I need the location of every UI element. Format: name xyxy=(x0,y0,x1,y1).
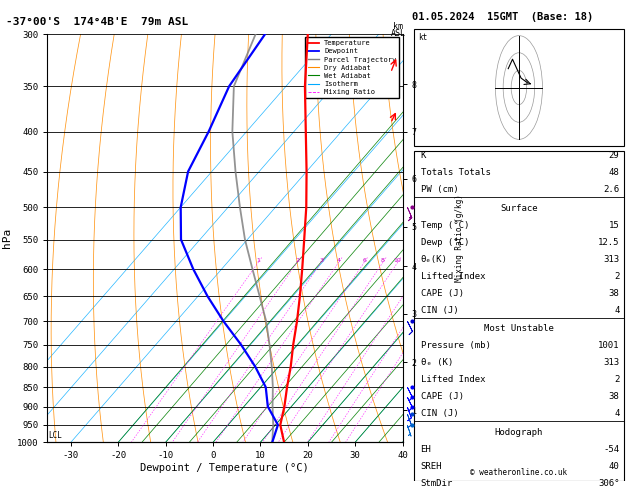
Text: 4: 4 xyxy=(337,259,340,263)
Text: 313: 313 xyxy=(603,255,620,264)
Text: -54: -54 xyxy=(603,445,620,454)
Text: CIN (J): CIN (J) xyxy=(421,409,458,418)
Text: 3: 3 xyxy=(319,259,323,263)
Text: CAPE (J): CAPE (J) xyxy=(421,392,464,401)
Text: CIN (J): CIN (J) xyxy=(421,306,458,314)
Bar xyxy=(414,151,624,481)
Text: 38: 38 xyxy=(609,289,620,297)
Text: 1: 1 xyxy=(256,259,260,263)
Bar xyxy=(414,29,624,146)
Text: 313: 313 xyxy=(603,358,620,367)
Text: 38: 38 xyxy=(609,392,620,401)
Y-axis label: hPa: hPa xyxy=(3,228,13,248)
Text: 306°: 306° xyxy=(598,479,620,486)
Text: 12.5: 12.5 xyxy=(598,238,620,247)
Text: Most Unstable: Most Unstable xyxy=(484,324,554,333)
Text: 29: 29 xyxy=(609,151,620,160)
Text: 48: 48 xyxy=(609,168,620,177)
Text: θₑ (K): θₑ (K) xyxy=(421,358,453,367)
Text: 2: 2 xyxy=(614,272,620,280)
Text: Pressure (mb): Pressure (mb) xyxy=(421,341,491,350)
Text: θₑ(K): θₑ(K) xyxy=(421,255,447,264)
Text: © weatheronline.co.uk: © weatheronline.co.uk xyxy=(470,469,567,477)
Text: kt: kt xyxy=(418,34,428,42)
Legend: Temperature, Dewpoint, Parcel Trajectory, Dry Adiabat, Wet Adiabat, Isotherm, Mi: Temperature, Dewpoint, Parcel Trajectory… xyxy=(305,37,399,98)
Text: km: km xyxy=(393,22,403,31)
Text: 6: 6 xyxy=(362,259,366,263)
Text: SREH: SREH xyxy=(421,462,442,471)
Text: Temp (°C): Temp (°C) xyxy=(421,221,469,230)
Text: 2: 2 xyxy=(614,375,620,384)
Text: Hodograph: Hodograph xyxy=(495,428,543,437)
Text: -37°00'S  174°4B'E  79m ASL: -37°00'S 174°4B'E 79m ASL xyxy=(6,17,189,27)
Text: 10: 10 xyxy=(394,259,401,263)
Text: 4: 4 xyxy=(614,409,620,418)
Text: EH: EH xyxy=(421,445,431,454)
Text: Surface: Surface xyxy=(500,204,538,213)
Y-axis label: Mixing Ratio (g/kg): Mixing Ratio (g/kg) xyxy=(455,194,464,282)
Text: PW (cm): PW (cm) xyxy=(421,185,458,194)
Text: Totals Totals: Totals Totals xyxy=(421,168,491,177)
Text: StmDir: StmDir xyxy=(421,479,453,486)
Text: ASL: ASL xyxy=(391,29,406,38)
Text: Lifted Index: Lifted Index xyxy=(421,375,485,384)
Text: LCL: LCL xyxy=(48,431,62,440)
Text: 01.05.2024  15GMT  (Base: 18): 01.05.2024 15GMT (Base: 18) xyxy=(412,12,593,22)
Text: 4: 4 xyxy=(614,306,620,314)
Text: Lifted Index: Lifted Index xyxy=(421,272,485,280)
X-axis label: Dewpoint / Temperature (°C): Dewpoint / Temperature (°C) xyxy=(140,463,309,473)
Text: 1001: 1001 xyxy=(598,341,620,350)
Text: 40: 40 xyxy=(609,462,620,471)
Text: 2: 2 xyxy=(295,259,299,263)
Text: Dewp (°C): Dewp (°C) xyxy=(421,238,469,247)
Text: 2.6: 2.6 xyxy=(603,185,620,194)
Text: K: K xyxy=(421,151,426,160)
Text: CAPE (J): CAPE (J) xyxy=(421,289,464,297)
Text: 8: 8 xyxy=(381,259,385,263)
Text: 15: 15 xyxy=(609,221,620,230)
